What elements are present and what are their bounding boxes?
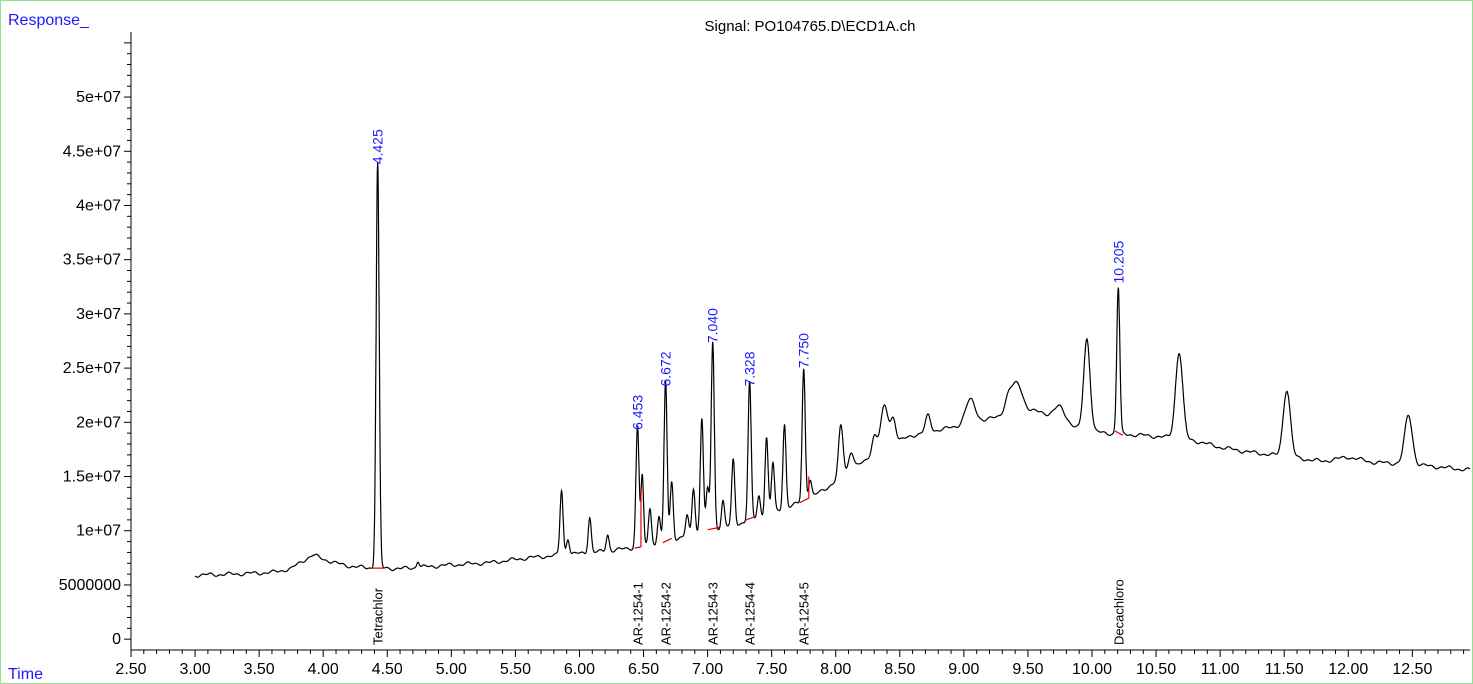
y-tick-label: 2.5e+07 xyxy=(63,360,121,377)
x-tick-label: 4.50 xyxy=(372,661,403,678)
y-axis-title: Response_ xyxy=(8,12,89,29)
y-tick-label: 3e+07 xyxy=(76,306,121,323)
x-tick-label: 3.50 xyxy=(244,661,275,678)
y-tick-label: 0 xyxy=(112,631,121,648)
y-tick-label: 2e+07 xyxy=(76,414,121,431)
retention-time-labels: 4.425 6.453 6.672 7.040 7.328 7.750 10.205 xyxy=(370,129,1127,430)
x-tick-label: 9.50 xyxy=(1012,661,1043,678)
integration-baseline xyxy=(634,546,642,549)
integration-baselines xyxy=(370,430,1124,569)
axes: 0 5000000 1e+07 1.5e+07 2e+07 2.5e+07 3e+07 3.5… xyxy=(59,32,1470,678)
x-tick-label: 12.50 xyxy=(1392,661,1432,678)
retention-time-label: 4.425 xyxy=(370,129,386,164)
retention-time-label: 6.672 xyxy=(658,351,674,386)
x-tick-label: 9.00 xyxy=(948,661,979,678)
x-tick-label: 5.00 xyxy=(436,661,467,678)
compound-label: AR-1254-2 xyxy=(659,582,674,645)
x-tick-label: 10.50 xyxy=(1136,661,1176,678)
x-tick-label: 8.50 xyxy=(884,661,915,678)
y-tick-label: 5e+07 xyxy=(76,89,121,106)
retention-time-label: 7.040 xyxy=(705,308,721,343)
x-axis-title: Time xyxy=(8,666,43,683)
compound-label: AR-1254-5 xyxy=(797,582,812,645)
x-tick-label: 11.00 xyxy=(1201,661,1240,678)
retention-time-label: 7.750 xyxy=(796,333,812,368)
y-tick-label: 4.5e+07 xyxy=(63,143,121,160)
signal-trace-group xyxy=(194,162,1471,578)
integration-baseline xyxy=(662,537,672,544)
x-tick-label: 3.00 xyxy=(179,661,210,678)
integration-baseline xyxy=(707,526,720,531)
compound-label: AR-1254-3 xyxy=(706,582,721,645)
retention-time-label: 10.205 xyxy=(1110,241,1126,284)
x-tick-label: 8.00 xyxy=(820,661,851,678)
y-tick-label: 4e+07 xyxy=(76,197,121,214)
x-tick-label: 5.50 xyxy=(500,661,531,678)
y-tick-label: 5000000 xyxy=(59,577,121,594)
retention-time-label: 6.453 xyxy=(630,395,646,430)
chart-title: Signal: PO104765.D\ECD1A.ch xyxy=(704,18,916,35)
x-tick-label: 2.50 xyxy=(115,661,146,678)
integration-baseline xyxy=(745,516,756,521)
retention-time-label: 7.328 xyxy=(742,351,758,386)
compound-label: AR-1254-4 xyxy=(743,582,758,645)
x-tick-label: 12.00 xyxy=(1328,661,1368,678)
x-tick-label: 4.00 xyxy=(308,661,339,678)
x-tick-label: 10.00 xyxy=(1072,661,1112,678)
integration-baseline xyxy=(799,497,810,504)
compound-label: Decachloro xyxy=(1111,579,1126,645)
y-tick-label: 1e+07 xyxy=(76,523,121,540)
x-tick-label: 6.50 xyxy=(628,661,659,678)
y-tick-label: 1.5e+07 xyxy=(63,469,121,486)
integration-baseline xyxy=(1114,430,1124,436)
compound-label: Tetrachlor xyxy=(371,587,386,645)
compound-markers: Tetrachlor AR-1254-1 AR-1254-2 AR-1254-3 AR-… xyxy=(371,579,1127,645)
y-tick-label: 3.5e+07 xyxy=(63,252,121,269)
compound-label: AR-1254-1 xyxy=(631,582,646,645)
x-tick-label: 11.50 xyxy=(1265,661,1304,678)
x-tick-label: 7.50 xyxy=(756,661,787,678)
x-tick-label: 7.00 xyxy=(692,661,723,678)
signal-trace xyxy=(194,162,1471,578)
x-tick-label: 6.00 xyxy=(564,661,595,678)
